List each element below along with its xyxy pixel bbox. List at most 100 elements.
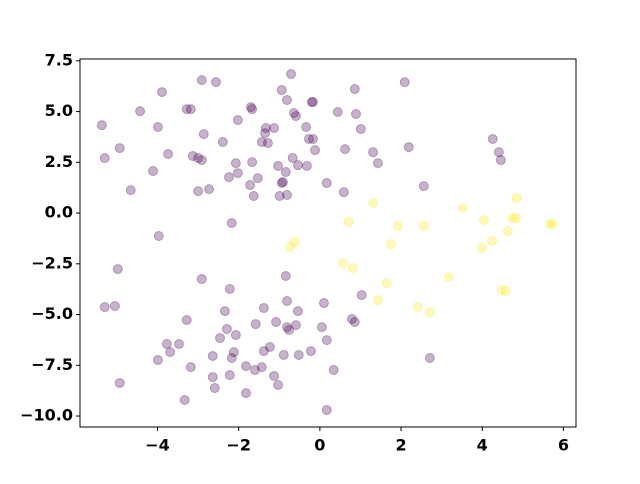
- scatter-point: [228, 347, 239, 358]
- scatter-point: [161, 338, 172, 349]
- scatter-point: [301, 160, 312, 171]
- scatter-point: [249, 364, 260, 375]
- scatter-point: [248, 191, 259, 202]
- scatter-point: [424, 352, 435, 363]
- scatter-point: [510, 213, 521, 224]
- scatter-point: [340, 144, 351, 155]
- scatter-point: [282, 322, 293, 333]
- scatter-point: [207, 350, 218, 361]
- scatter-point: [96, 120, 107, 131]
- scatter-point: [338, 187, 349, 198]
- scatter-point: [152, 355, 163, 366]
- scatter-point: [181, 104, 192, 115]
- scatter-point: [496, 284, 507, 295]
- y-tick-label: 7.5: [45, 50, 73, 69]
- scatter-point: [198, 129, 209, 140]
- scatter-point: [282, 189, 293, 200]
- scatter-point: [196, 274, 207, 285]
- scatter-point: [343, 216, 354, 227]
- scatter-point: [185, 362, 196, 373]
- scatter-point: [321, 335, 332, 346]
- scatter-point: [487, 133, 498, 144]
- scatter-point: [418, 221, 429, 232]
- scatter-point: [349, 317, 360, 328]
- scatter-point: [215, 333, 226, 344]
- x-tick-label: 4: [477, 436, 488, 455]
- scatter-point: [346, 314, 357, 325]
- scatter-point: [148, 166, 159, 177]
- scatter-point: [209, 383, 220, 394]
- scatter-point: [289, 237, 300, 248]
- scatter-point: [165, 347, 176, 358]
- scatter-point: [193, 186, 204, 197]
- scatter-point: [152, 121, 163, 132]
- scatter-point: [193, 153, 204, 164]
- scatter-point: [284, 324, 295, 335]
- scatter-point: [351, 109, 362, 120]
- scatter-point: [293, 349, 304, 360]
- scatter-point: [284, 241, 295, 252]
- scatter-point: [252, 173, 263, 184]
- scatter-point: [457, 202, 468, 213]
- scatter-point: [399, 77, 410, 88]
- axes-frame: [79, 58, 577, 428]
- x-tick-label: −2: [226, 436, 251, 455]
- scatter-point: [368, 198, 379, 209]
- scatter-point: [247, 104, 258, 115]
- scatter-point: [245, 102, 256, 113]
- scatter-point: [476, 242, 487, 253]
- scatter-point: [114, 143, 125, 154]
- scatter-point: [245, 180, 256, 191]
- scatter-point: [269, 371, 280, 382]
- scatter-point: [99, 302, 110, 313]
- scatter-point: [368, 147, 379, 158]
- scatter-point: [478, 214, 489, 225]
- scatter-point: [114, 377, 125, 388]
- scatter-point: [321, 404, 332, 415]
- scatter-point: [316, 322, 327, 333]
- scatter-point: [273, 160, 284, 171]
- scatter-point: [545, 219, 556, 230]
- y-tick-label: −5.0: [31, 304, 73, 323]
- scatter-point: [282, 295, 293, 306]
- scatter-point: [196, 155, 207, 166]
- scatter-point: [349, 84, 360, 95]
- scatter-point: [276, 178, 287, 189]
- scatter-point: [256, 362, 267, 373]
- scatter-point: [187, 151, 198, 162]
- scatter-point: [424, 307, 435, 318]
- x-tick-label: 6: [558, 436, 569, 455]
- scatter-point: [262, 138, 273, 149]
- scatter-point: [301, 121, 312, 132]
- scatter-point: [305, 346, 316, 357]
- scatter-point: [226, 218, 237, 229]
- scatter-point: [250, 319, 261, 330]
- scatter-point: [321, 178, 332, 189]
- scatter-point: [219, 306, 230, 317]
- y-tick-label: 5.0: [45, 101, 73, 120]
- scatter-point: [547, 219, 558, 230]
- scatter-point: [280, 270, 291, 281]
- scatter-point: [260, 123, 271, 134]
- scatter-point: [418, 181, 429, 192]
- scatter-point: [277, 177, 288, 188]
- scatter-point: [328, 364, 339, 375]
- scatter-point: [303, 133, 314, 144]
- scatter-point: [241, 361, 252, 372]
- scatter-point: [500, 286, 511, 297]
- scatter-point: [282, 95, 293, 106]
- scatter-point: [230, 330, 241, 341]
- scatter-point: [226, 352, 237, 363]
- scatter-point: [163, 148, 174, 159]
- scatter-point: [511, 193, 522, 204]
- scatter-point: [112, 264, 123, 275]
- scatter-point: [153, 230, 164, 241]
- scatter-point: [307, 97, 318, 108]
- scatter-point: [232, 115, 243, 126]
- scatter-point: [286, 69, 297, 80]
- scatter-point: [292, 160, 303, 171]
- scatter-point: [247, 157, 258, 168]
